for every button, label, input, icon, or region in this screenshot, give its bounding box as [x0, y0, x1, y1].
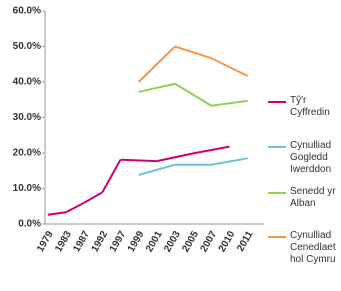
line-segment: [47, 211, 67, 216]
legend-label: Tŷ'r Cyffredin: [290, 95, 330, 118]
y-tick-label: 40.0%: [13, 77, 41, 88]
line-segment: [65, 201, 85, 214]
line-segment: [83, 191, 103, 204]
line-segment: [174, 45, 212, 60]
line-segment: [156, 152, 194, 163]
line-segment: [138, 82, 176, 93]
y-tick-label: 0.0%: [18, 219, 41, 230]
legend-label: Senedd yr Alban: [290, 186, 336, 209]
line-segment: [210, 57, 249, 77]
x-tick-label: 1987: [71, 229, 92, 254]
x-tick-label: 1999: [126, 229, 147, 254]
line-segment: [211, 99, 248, 107]
x-tick-label: 2001: [144, 229, 165, 254]
y-tick-label: 50.0%: [13, 41, 41, 52]
y-tick-label: 60.0%: [13, 6, 41, 17]
y-tick-label: 30.0%: [13, 112, 41, 123]
line-segment: [101, 159, 122, 193]
x-tick-label: 2005: [180, 229, 201, 254]
y-tick-label: 20.0%: [13, 148, 41, 159]
legend-swatch: [268, 236, 286, 238]
line-segment: [192, 145, 230, 155]
legend-item: Senedd yr Alban: [268, 186, 341, 210]
line-segment: [138, 163, 176, 176]
legend-label: Cynulliad Cenedlaethol Cymru: [290, 230, 336, 265]
line-segment: [174, 82, 212, 107]
x-tick-label: 1979: [35, 229, 56, 254]
legend-swatch: [268, 101, 286, 103]
x-tick-label: 2011: [235, 229, 256, 254]
legend-label: Cynulliad Gogledd Iwerddon: [290, 140, 332, 175]
x-tick-label: 2003: [162, 229, 183, 254]
x-tick-label: 2007: [199, 229, 220, 254]
line-segment: [211, 157, 248, 166]
legend-item: Cynulliad Gogledd Iwerddon: [268, 140, 341, 176]
x-tick-label: 1997: [108, 229, 129, 254]
legend-swatch: [268, 192, 286, 194]
legend-item: Cynulliad Cenedlaethol Cymru: [268, 230, 341, 266]
line-segment: [137, 45, 176, 83]
line-segment: [120, 158, 157, 163]
legend-swatch: [268, 146, 286, 148]
legend-item: Tŷ'r Cyffredin: [268, 95, 341, 119]
x-tick-label: 1992: [90, 229, 111, 254]
y-tick-label: 10.0%: [13, 183, 41, 194]
x-tick-label: 2010: [217, 229, 238, 254]
x-tick-label: 1983: [53, 229, 74, 254]
